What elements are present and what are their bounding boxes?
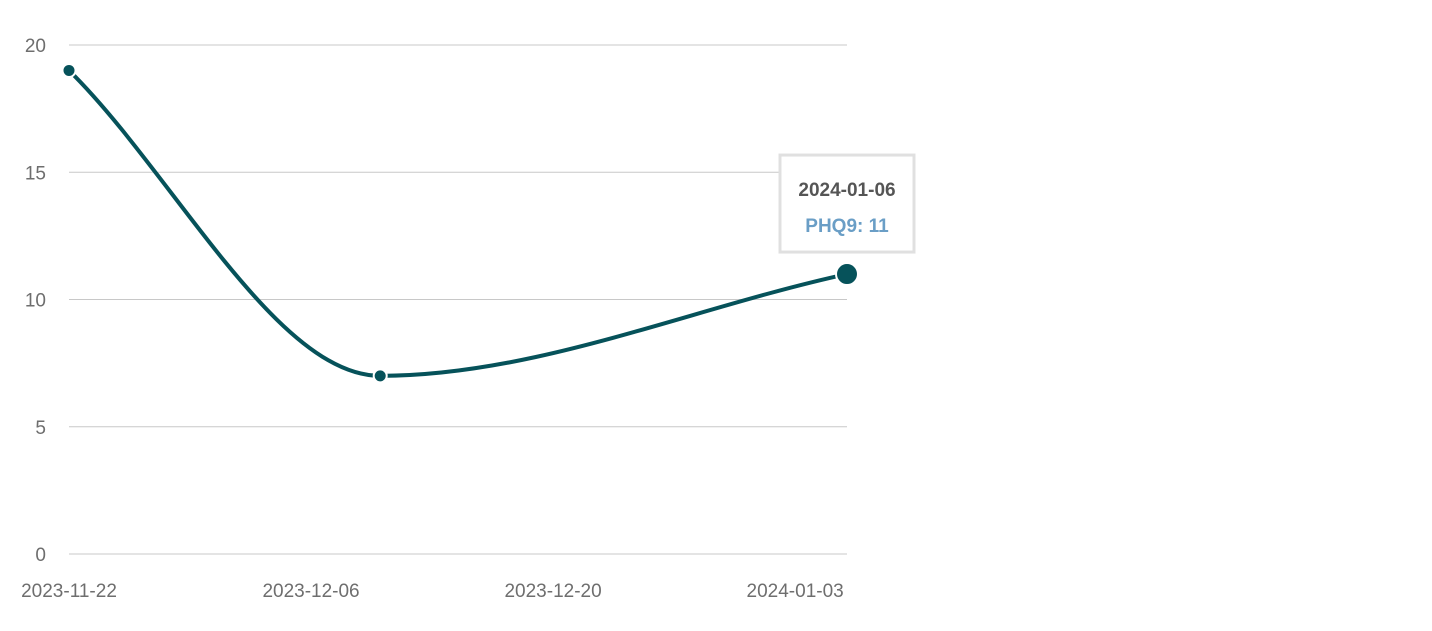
x-tick-label: 2024-01-03 bbox=[747, 581, 844, 602]
data-point[interactable] bbox=[372, 368, 388, 384]
grid-layer bbox=[69, 44, 847, 555]
tooltip-title: 2024-01-06 bbox=[798, 180, 895, 201]
series-layer bbox=[67, 68, 849, 378]
highlighted-data-point[interactable] bbox=[835, 262, 859, 287]
tooltip: 2024-01-06 PHQ9: 11 bbox=[778, 153, 916, 254]
x-axis: 2023-11-22 2023-12-06 2023-12-20 2024-01-03 bbox=[21, 581, 844, 602]
y-tick-label: 0 bbox=[35, 545, 46, 566]
tooltip-value: PHQ9: 11 bbox=[805, 216, 889, 237]
tooltip-box bbox=[778, 153, 916, 254]
x-tick-label: 2023-12-06 bbox=[262, 581, 359, 602]
x-tick-label: 2023-11-22 bbox=[21, 581, 117, 602]
data-point[interactable] bbox=[61, 62, 77, 78]
series-line bbox=[67, 68, 849, 378]
x-tick-label: 2023-12-20 bbox=[504, 581, 601, 602]
y-tick-label: 15 bbox=[25, 163, 46, 184]
points-layer bbox=[61, 62, 859, 384]
y-tick-label: 5 bbox=[35, 418, 46, 439]
y-tick-label: 10 bbox=[25, 291, 46, 312]
y-tick-label: 20 bbox=[25, 36, 46, 57]
y-axis: 0 5 10 15 20 bbox=[25, 36, 46, 566]
